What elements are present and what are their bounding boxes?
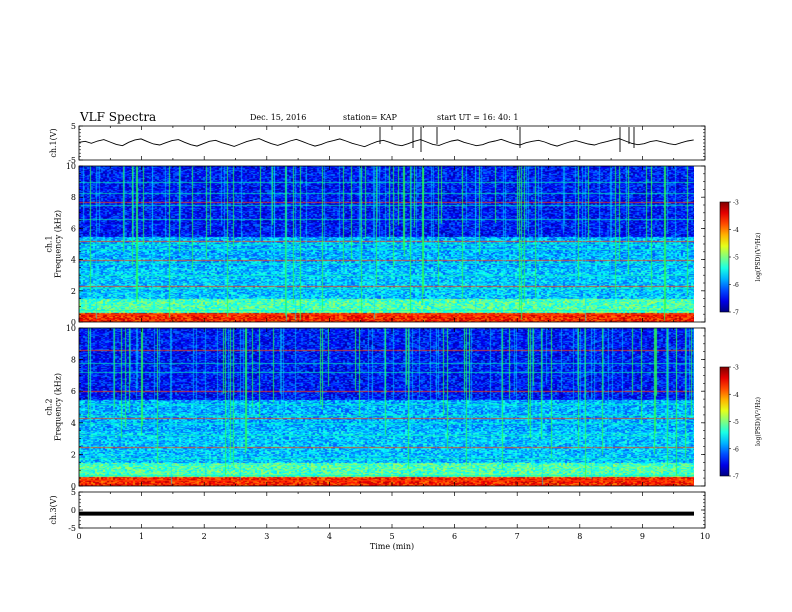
y-axis-label: Frequency (kHz) [54, 210, 63, 278]
x-tick-label: 10 [700, 532, 710, 541]
y-tick-label: 10 [66, 324, 76, 333]
x-tick-label: 9 [640, 532, 645, 541]
y-tick-label: 8 [71, 193, 76, 202]
y-tick-label: 8 [71, 356, 76, 365]
spectrogram-1 [79, 166, 694, 322]
y-tick-label: 0 [71, 482, 76, 491]
x-tick-label: 8 [577, 532, 582, 541]
colorbar-tick-label: -6 [733, 282, 739, 289]
axes-frames [78, 125, 706, 529]
colorbar-tick-label: -3 [733, 200, 739, 207]
x-axis-label: Time (min) [370, 542, 414, 551]
colorbar-tick-label: -4 [733, 227, 739, 234]
colorbar-label: log(PSD)(V²/Hz) [755, 397, 762, 446]
y-axis-label: Frequency (kHz) [54, 373, 63, 441]
y-tick-label: 6 [71, 224, 76, 233]
colorbar-tick-label: -4 [733, 392, 739, 399]
spectrogram-layer [79, 166, 694, 486]
chart-title: VLF Spectra [80, 110, 157, 124]
y-axis-label: ch.3(V) [49, 495, 58, 524]
x-tick-label: 6 [452, 532, 457, 541]
y-tick-label: 2 [71, 287, 76, 296]
colorbar-2 [719, 366, 730, 477]
x-tick-label: 3 [264, 532, 269, 541]
spectrogram-2 [79, 328, 694, 486]
y-tick-label: 5 [71, 488, 76, 497]
y-tick-label: 4 [71, 256, 76, 265]
x-tick-label: 2 [202, 532, 207, 541]
x-tick-label: 0 [76, 532, 81, 541]
panel-frame-4 [78, 491, 706, 529]
colorbar-tick-label: -5 [733, 419, 739, 426]
y-axis-label: ch.2 [45, 398, 54, 415]
colorbar-tick-label: -7 [733, 474, 739, 481]
y-tick-label: 0 [71, 506, 76, 515]
y-tick-label: 2 [71, 450, 76, 459]
y-tick-label: 4 [71, 419, 76, 428]
y-tick-label: -5 [68, 524, 76, 533]
start-time-label: start UT = 16: 40: 1 [437, 113, 519, 122]
y-axis-label: ch.1 [45, 235, 54, 252]
y-tick-label: 6 [71, 387, 76, 396]
colorbar-1 [719, 201, 730, 313]
y-tick-label: -5 [68, 156, 76, 165]
colorbar-tick-label: -6 [733, 446, 739, 453]
y-axis-label: ch.1(V) [49, 128, 58, 157]
x-tick-label: 4 [327, 532, 332, 541]
y-tick-label: 10 [66, 162, 76, 171]
x-tick-label: 5 [389, 532, 394, 541]
station-label: station= KAP [343, 113, 397, 122]
waveform-layer [78, 127, 694, 516]
colorbars: -3 -4 -5 -6 -7 log(PSD)(V²/Hz) -3 -4 -5 -6 -7 log(P… [719, 200, 762, 481]
colorbar-tick-label: -5 [733, 255, 739, 262]
x-tick-label: 1 [139, 532, 144, 541]
x-tick-label: 7 [515, 532, 520, 541]
colorbar-tick-label: -7 [733, 310, 739, 317]
ch1-waveform-line [78, 138, 694, 148]
y-tick-label: 0 [71, 318, 76, 327]
y-tick-label: 5 [71, 122, 76, 131]
date-label: Dec. 15, 2016 [250, 113, 307, 122]
colorbar-tick-label: -3 [733, 365, 739, 372]
colorbar-label: log(PSD)(V²/Hz) [755, 233, 762, 282]
